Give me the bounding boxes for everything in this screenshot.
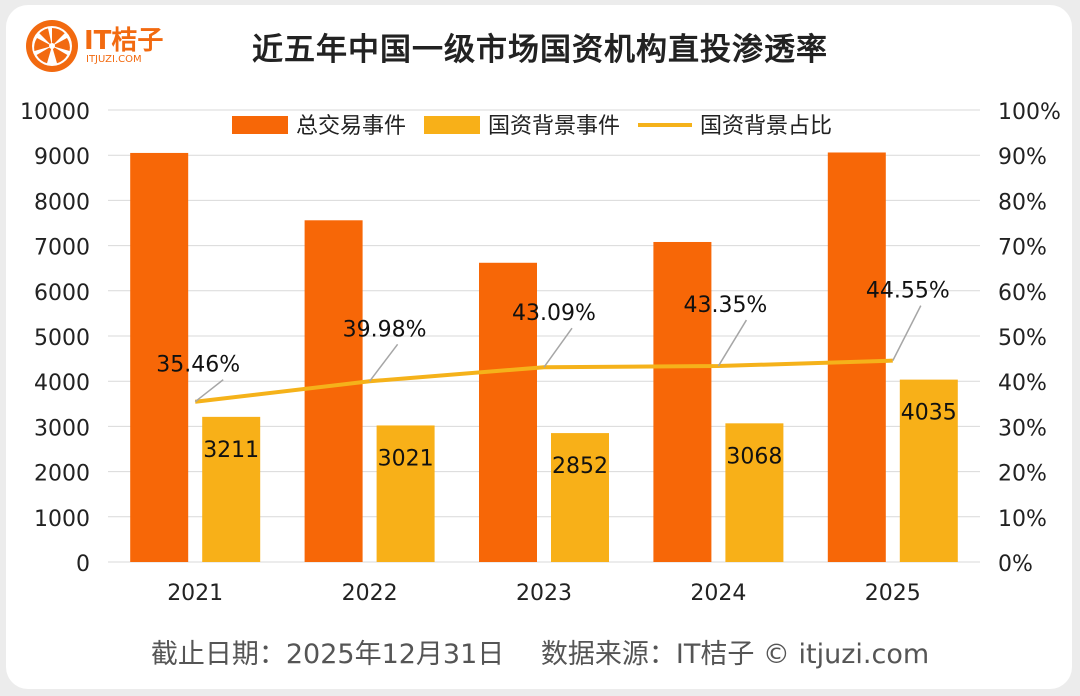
y-right-tick-label: 90%	[998, 145, 1047, 170]
y-right-tick-label: 20%	[998, 462, 1047, 487]
legend-swatch-state	[424, 116, 480, 134]
y-right-tick-label: 40%	[998, 371, 1047, 396]
y-left-tick-label: 4000	[34, 371, 90, 396]
y-right-tick-label: 70%	[998, 236, 1047, 261]
footer-date: 截止日期：2025年12月31日	[150, 639, 505, 670]
x-tick-label: 2025	[865, 581, 921, 606]
state-deals-data-label: 3211	[203, 438, 259, 463]
ratio-data-label: 44.55%	[866, 279, 950, 304]
total-deals-bar	[130, 152, 189, 562]
y-left-tick-label: 1000	[34, 507, 90, 532]
state-deals-data-label: 2852	[552, 454, 608, 479]
logo-name: IT桔子	[84, 26, 164, 56]
ratio-data-label: 35.46%	[156, 353, 240, 378]
y-left-tick-label: 7000	[34, 236, 90, 261]
y-left-tick-label: 10000	[20, 100, 90, 125]
state-deals-data-label: 3021	[378, 446, 434, 471]
footer: 截止日期：2025年12月31日 数据来源：IT桔子 © itjuzi.com	[0, 632, 1080, 671]
ratio-leader-line	[717, 319, 748, 367]
ratio-data-label: 39.98%	[343, 317, 427, 342]
y-left-tick-label: 9000	[34, 145, 90, 170]
y-left-tick-label: 0	[76, 552, 90, 577]
ratio-leader-line	[543, 327, 573, 368]
x-tick-label: 2022	[342, 581, 398, 606]
logo: IT桔子 ITJUZI.COM	[24, 16, 174, 76]
ratio-data-label: 43.09%	[512, 301, 596, 326]
y-left-tick-label: 5000	[34, 326, 90, 351]
logo-url: ITJUZI.COM	[86, 54, 142, 65]
footer-source: 数据来源：IT桔子 © itjuzi.com	[540, 639, 930, 670]
state-deals-data-label: 3068	[726, 444, 782, 469]
total-deals-bar	[827, 152, 886, 562]
state-deals-bar	[376, 425, 435, 562]
state-deals-bar	[551, 433, 609, 562]
state-deals-bar	[899, 379, 958, 562]
y-right-tick-label: 100%	[998, 100, 1061, 125]
orange-slice-icon	[26, 20, 78, 72]
y-right-tick-label: 50%	[998, 326, 1047, 351]
legend-label-total: 总交易事件	[296, 114, 406, 139]
y-left-tick-label: 6000	[34, 281, 90, 306]
y-right-tick-label: 10%	[998, 507, 1047, 532]
y-left-tick-label: 2000	[34, 462, 90, 487]
ratio-leader-line	[194, 379, 224, 403]
total-deals-bar	[653, 241, 712, 562]
total-deals-bar	[479, 262, 537, 562]
y-right-tick-label: 0%	[998, 552, 1033, 577]
ratio-data-label: 43.35%	[683, 293, 767, 318]
ratio-leader-line	[892, 305, 922, 361]
state-deals-bar	[725, 423, 784, 562]
y-right-tick-label: 80%	[998, 190, 1047, 215]
chart-svg: 0 1000 2000 3000 4000 5000 6000 7000 8000 9000 100…	[20, 100, 1061, 606]
y-left-tick-label: 3000	[34, 416, 90, 441]
legend-swatch-total	[232, 116, 288, 134]
legend-label-state: 国资背景事件	[488, 114, 620, 139]
y-left-tick-label: 8000	[34, 190, 90, 215]
x-tick-label: 2023	[516, 581, 572, 606]
chart-title: 近五年中国一级市场国资机构直投渗透率	[252, 32, 828, 68]
ratio-leader-line	[369, 343, 399, 382]
state-deals-bar	[202, 416, 261, 562]
total-deals-bar	[304, 220, 363, 562]
x-tick-label: 2021	[167, 581, 223, 606]
x-tick-label: 2024	[690, 581, 746, 606]
state-deals-data-label: 4035	[901, 401, 957, 426]
y-right-tick-label: 60%	[998, 281, 1047, 306]
y-right-tick-label: 30%	[998, 416, 1047, 441]
legend-label-ratio: 国资背景占比	[700, 114, 832, 139]
